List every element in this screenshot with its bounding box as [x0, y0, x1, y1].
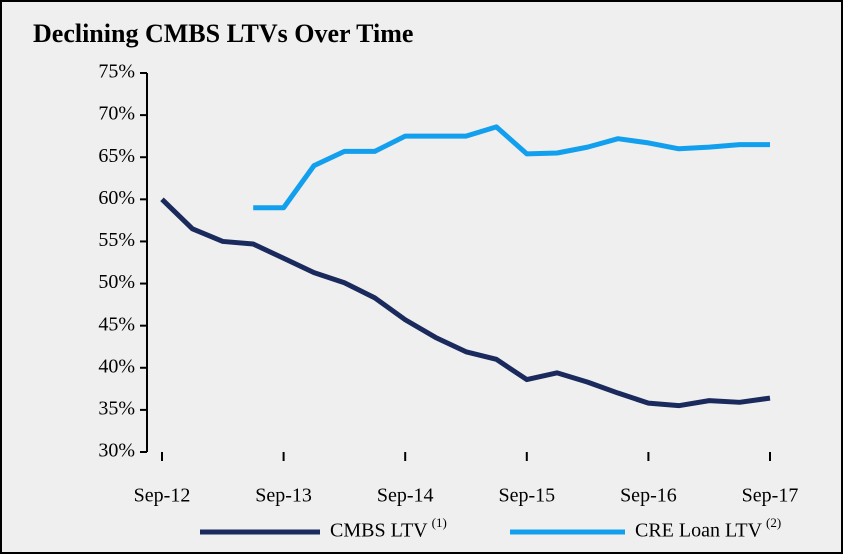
x-tick-label: Sep-17 — [742, 485, 799, 507]
x-tick-label: Sep-14 — [377, 485, 434, 507]
y-tick-label: 65% — [98, 145, 135, 167]
legend-label: CRE Loan LTV — [635, 520, 763, 542]
legend-note: (2) — [766, 515, 781, 530]
series-line — [160, 197, 771, 409]
y-tick-label: 30% — [98, 440, 135, 462]
y-tick-label: 50% — [98, 271, 135, 293]
y-tick-label: 70% — [98, 103, 135, 125]
y-tick-label: 75% — [98, 61, 135, 83]
legend-label: CMBS LTV — [330, 520, 428, 542]
x-tick-label: Sep-13 — [255, 485, 312, 507]
y-tick-label: 60% — [98, 187, 135, 209]
x-tick-label: Sep-16 — [620, 485, 677, 507]
series-line — [253, 124, 770, 211]
y-tick-label: 45% — [98, 313, 135, 335]
x-tick-label: Sep-12 — [134, 485, 191, 507]
y-tick-label: 40% — [98, 355, 135, 377]
y-tick-label: 55% — [98, 229, 135, 251]
chart-title: Declining CMBS LTVs Over Time — [33, 19, 413, 48]
legend-note: (1) — [432, 515, 447, 530]
x-tick-label: Sep-15 — [498, 485, 555, 507]
y-tick-label: 35% — [98, 397, 135, 419]
